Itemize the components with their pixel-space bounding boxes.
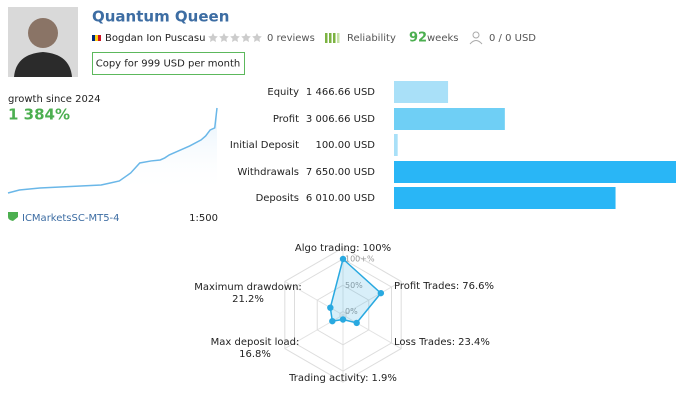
reliability-icon	[325, 33, 340, 43]
radar-label-name: Maximum drawdown:	[194, 282, 302, 293]
radar-label: Profit Trades: 76.6%	[394, 281, 494, 292]
radar-point	[339, 316, 347, 323]
radar-label-name: Profit Trades:	[394, 281, 459, 292]
bar-label: Equity	[267, 87, 299, 98]
bar	[394, 108, 505, 130]
radar-label: Trading activity: 1.9%	[288, 373, 397, 384]
radar-grid	[294, 258, 392, 372]
flag	[92, 35, 95, 41]
radar-label: Max deposit load: 16.8%	[211, 337, 300, 360]
radar-point	[353, 319, 360, 327]
radar-tick-label: 50%	[345, 281, 363, 290]
reviews[interactable]: 0 reviews	[267, 33, 315, 44]
radar-label-value: 76.6%	[462, 281, 494, 292]
bar-value-label: 6 010.00 USD	[306, 193, 375, 204]
radar-label-value: 100%	[363, 243, 392, 254]
growth-value: 1 384%	[8, 106, 70, 124]
radar-area	[329, 257, 382, 324]
copy-button[interactable]	[92, 52, 245, 75]
broker[interactable]: ICMarketsSC-MT5-4	[22, 213, 120, 224]
verified-icon	[8, 212, 18, 221]
avatar-head	[28, 18, 58, 48]
bar-value-label: 3 006.66 USD	[306, 114, 375, 125]
radar-point	[327, 304, 334, 311]
bar	[394, 161, 676, 183]
flag	[98, 35, 101, 41]
flag	[95, 35, 98, 41]
growth-line	[7, 107, 218, 194]
bar	[394, 134, 398, 156]
radar-label-name: Max deposit load:	[211, 337, 300, 348]
radar-label-value: 1.9%	[371, 373, 396, 384]
radar-tick-label: 100+%	[345, 255, 375, 264]
subscribers-icon	[469, 31, 483, 45]
growth-label: growth since 2024	[8, 94, 101, 105]
weeks-unit: weeks	[427, 33, 458, 44]
stars	[208, 33, 262, 42]
radar-label: Maximum drawdown: 21.2%	[194, 282, 302, 305]
radar-label: Loss Trades: 23.4%	[394, 337, 490, 348]
radar-tick-label: 0%	[345, 307, 358, 316]
growth-area	[8, 108, 217, 193]
bar-value-label: 7 650.00 USD	[306, 167, 375, 178]
bar-value-label: 1 466.66 USD	[306, 87, 375, 98]
avatar-body	[14, 52, 72, 77]
bar	[394, 187, 616, 209]
radar-label-name: Algo trading:	[295, 243, 360, 254]
radar-label-name: Trading activity:	[288, 373, 368, 384]
radar-point	[329, 317, 336, 325]
radar-label-value: 16.8%	[239, 349, 271, 360]
author[interactable]: Bogdan Ion Puscasu	[105, 33, 205, 44]
reliability: Reliability	[347, 33, 396, 44]
radar-label-value: 21.2%	[232, 294, 264, 305]
radar-label: Algo trading: 100%	[295, 243, 391, 254]
bar-label: Deposits	[256, 193, 299, 204]
bar	[394, 81, 449, 103]
leverage: 1:500	[189, 213, 218, 224]
funds: 0 / 0 USD	[489, 33, 536, 44]
signal-title[interactable]: Quantum Queen	[92, 8, 229, 26]
bar-label: Initial Deposit	[230, 140, 299, 151]
copy-button-label[interactable]: Copy for 999 USD per month	[96, 59, 241, 70]
radar-label-value: 23.4%	[458, 337, 490, 348]
bar-label: Withdrawals	[237, 167, 299, 178]
radar-point	[339, 255, 347, 263]
bar-label: Profit	[273, 114, 299, 125]
bar-value-label: 100.00 USD	[315, 140, 375, 151]
radar-grid	[316, 284, 370, 346]
radar-point	[377, 289, 385, 297]
weeks-value: 92	[409, 31, 427, 46]
radar-label-name: Loss Trades:	[394, 337, 455, 348]
